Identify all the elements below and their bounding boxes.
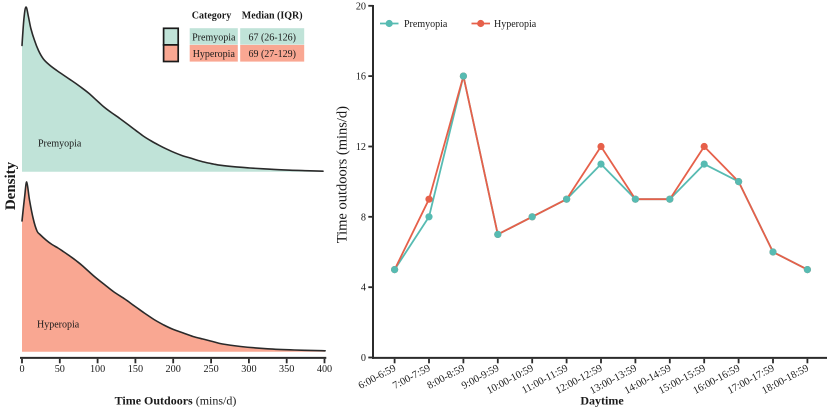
svg-text:69 (27-129): 69 (27-129) [248, 49, 296, 60]
svg-text:100: 100 [90, 364, 105, 375]
svg-text:67 (26-126): 67 (26-126) [248, 32, 296, 43]
svg-text:20: 20 [356, 1, 366, 12]
svg-text:Time Outdoors (mins/d): Time Outdoors (mins/d) [115, 394, 237, 408]
svg-text:150: 150 [128, 364, 143, 375]
svg-text:Hyperopia: Hyperopia [494, 19, 537, 30]
svg-text:Hyperopia: Hyperopia [193, 49, 236, 60]
svg-text:0: 0 [19, 364, 24, 375]
svg-text:350: 350 [279, 364, 294, 375]
svg-text:Category: Category [192, 11, 231, 22]
svg-text:4: 4 [361, 283, 366, 294]
svg-text:Daytime: Daytime [580, 394, 624, 408]
svg-text:Premyopia: Premyopia [404, 19, 448, 30]
svg-text:400: 400 [317, 364, 332, 375]
svg-text:Premyopia: Premyopia [192, 32, 236, 43]
svg-text:8: 8 [361, 212, 366, 223]
svg-text:200: 200 [166, 364, 181, 375]
svg-text:12: 12 [356, 142, 366, 153]
svg-text:Density: Density [3, 161, 19, 210]
svg-text:300: 300 [241, 364, 256, 375]
svg-text:Premyopia: Premyopia [38, 139, 82, 150]
svg-text:Time outdoors (mins/d): Time outdoors (mins/d) [335, 106, 351, 243]
svg-text:16: 16 [356, 72, 366, 83]
svg-text:0: 0 [361, 353, 366, 364]
svg-text:250: 250 [203, 364, 218, 375]
svg-text:Median (IQR): Median (IQR) [242, 11, 303, 22]
svg-text:50: 50 [55, 364, 65, 375]
svg-text:Hyperopia: Hyperopia [37, 320, 80, 331]
